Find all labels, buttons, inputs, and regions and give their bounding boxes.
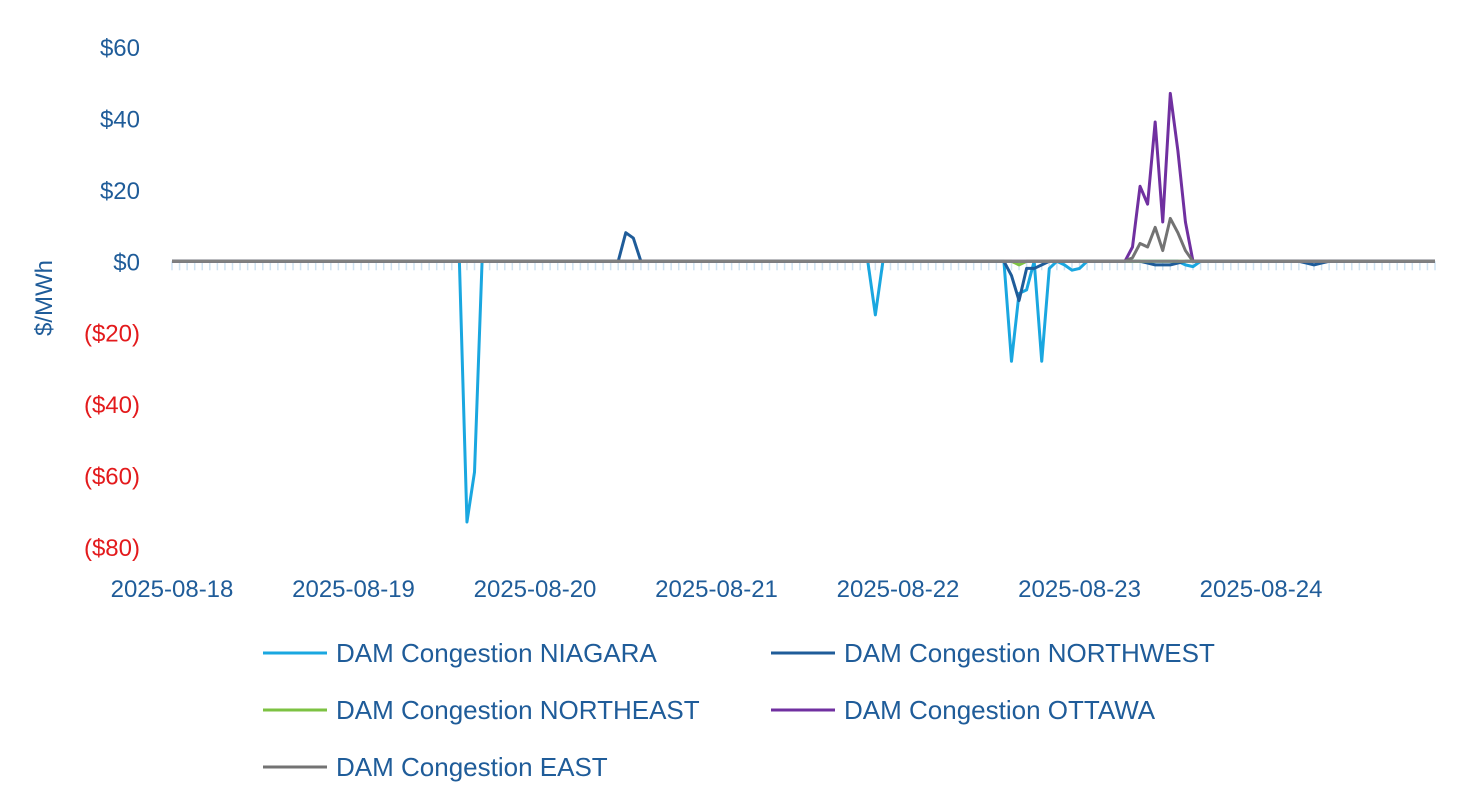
- y-tick-label: ($80): [84, 535, 140, 562]
- legend-label: DAM Congestion NORTHEAST: [336, 695, 700, 725]
- series-line-0: [172, 259, 1435, 524]
- y-tick-label: $40: [100, 106, 140, 133]
- x-tick-label: 2025-08-21: [655, 576, 778, 603]
- legend: DAM Congestion NIAGARA DAM Congestion NOR…: [263, 638, 1215, 782]
- x-tick-label: 2025-08-20: [474, 576, 597, 603]
- y-axis-ticks: $60 $40 $20 $0 ($20) ($40) ($60) ($80): [84, 35, 140, 562]
- x-tick-label: 2025-08-22: [837, 576, 960, 603]
- y-tick-label: ($20): [84, 321, 140, 348]
- y-tick-label: $60: [100, 35, 140, 62]
- y-tick-label: $20: [100, 178, 140, 205]
- series-layer: [172, 91, 1435, 524]
- series-line-3: [172, 91, 1435, 263]
- legend-label: DAM Congestion OTTAWA: [844, 695, 1156, 725]
- x-axis-ticks: 2025-08-18 2025-08-19 2025-08-20 2025-08-21…: [111, 576, 1323, 603]
- x-tick-label: 2025-08-23: [1018, 576, 1141, 603]
- x-tick-label: 2025-08-18: [111, 576, 234, 603]
- x-tick-label: 2025-08-24: [1200, 576, 1323, 603]
- x-tick-label: 2025-08-19: [292, 576, 415, 603]
- y-axis-label: $/MWh: [31, 260, 58, 336]
- legend-label: DAM Congestion NIAGARA: [336, 638, 657, 668]
- series-line-4: [172, 216, 1435, 263]
- legend-label: DAM Congestion NORTHWEST: [844, 638, 1215, 668]
- y-tick-label: ($60): [84, 464, 140, 491]
- legend-label: DAM Congestion EAST: [336, 752, 608, 782]
- y-tick-label: ($40): [84, 392, 140, 419]
- y-tick-label: $0: [113, 249, 140, 276]
